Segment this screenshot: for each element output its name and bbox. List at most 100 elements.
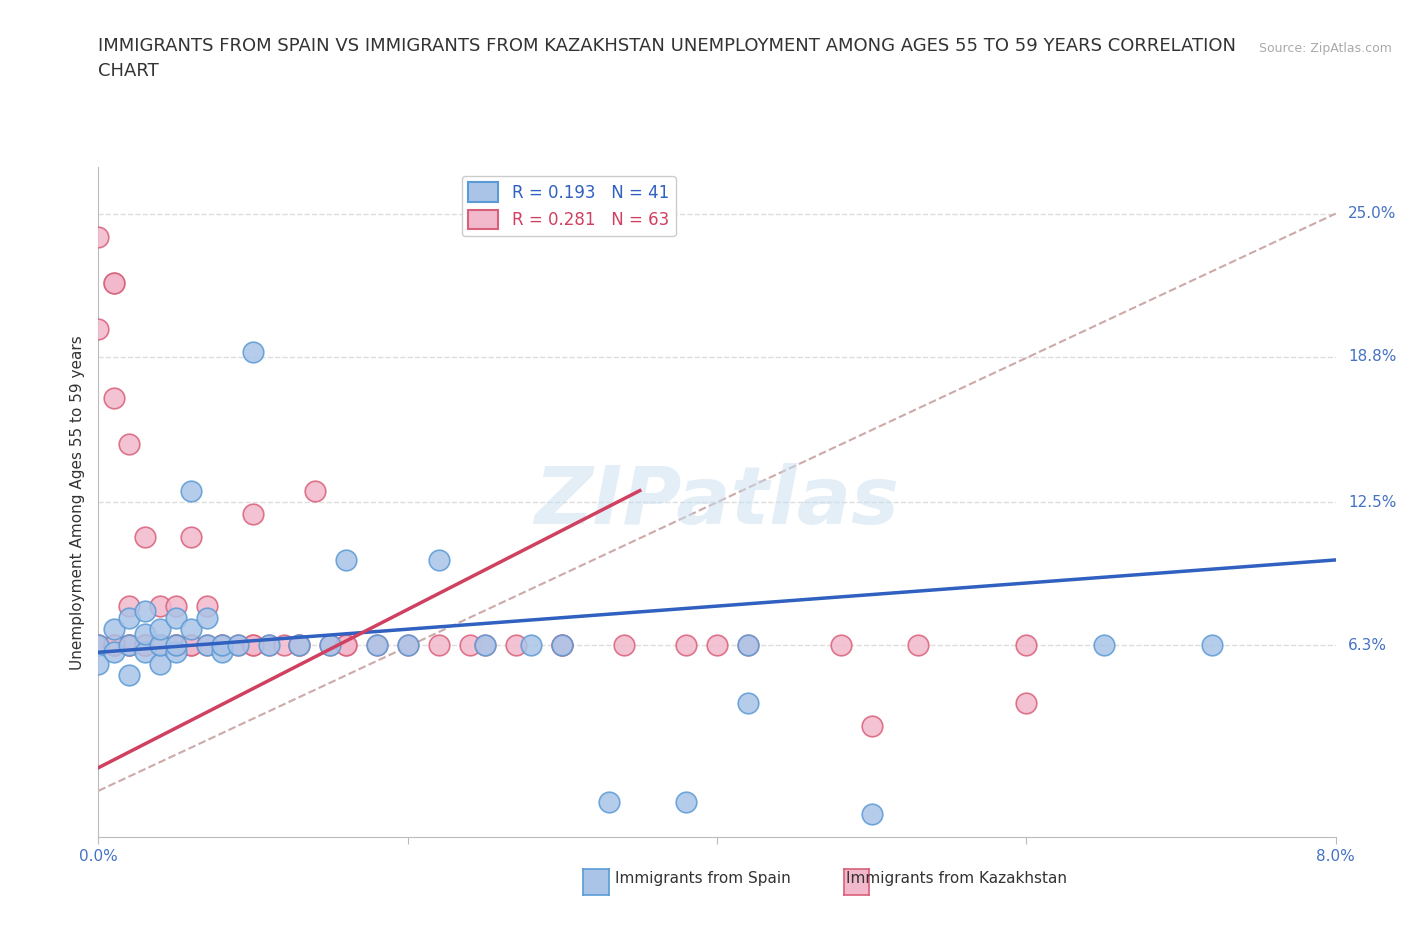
Point: [242, 638, 264, 653]
Point: [87, 322, 110, 337]
Point: [180, 622, 202, 637]
Point: [458, 638, 481, 653]
Point: [335, 638, 357, 653]
Point: [366, 638, 388, 653]
Point: [118, 610, 141, 625]
Point: [211, 638, 233, 653]
Point: [830, 638, 852, 653]
Text: 25.0%: 25.0%: [1348, 206, 1396, 221]
Text: Source: ZipAtlas.com: Source: ZipAtlas.com: [1258, 42, 1392, 55]
Point: [165, 638, 187, 653]
Point: [396, 638, 419, 653]
Point: [427, 638, 450, 653]
Point: [103, 622, 125, 637]
Point: [103, 391, 125, 405]
Point: [288, 638, 311, 653]
Point: [165, 644, 187, 659]
Point: [134, 627, 156, 642]
Point: [118, 638, 141, 653]
Legend: R = 0.193   N = 41, R = 0.281   N = 63: R = 0.193 N = 41, R = 0.281 N = 63: [461, 176, 675, 236]
Point: [226, 638, 249, 653]
Point: [149, 657, 172, 671]
Point: [474, 638, 496, 653]
Point: [474, 638, 496, 653]
Point: [195, 638, 218, 653]
Point: [737, 638, 759, 653]
Point: [195, 638, 218, 653]
Point: [304, 484, 326, 498]
Point: [242, 345, 264, 360]
Point: [257, 638, 280, 653]
Point: [427, 552, 450, 567]
Text: Immigrants from Spain: Immigrants from Spain: [616, 871, 790, 886]
Point: [87, 638, 110, 653]
Point: [675, 795, 697, 810]
Text: IMMIGRANTS FROM SPAIN VS IMMIGRANTS FROM KAZAKHSTAN UNEMPLOYMENT AMONG AGES 55 T: IMMIGRANTS FROM SPAIN VS IMMIGRANTS FROM…: [98, 37, 1236, 80]
Point: [907, 638, 929, 653]
Point: [134, 638, 156, 653]
Point: [319, 638, 342, 653]
Point: [165, 638, 187, 653]
Point: [134, 638, 156, 653]
Point: [1015, 638, 1038, 653]
Point: [505, 638, 527, 653]
Point: [149, 638, 172, 653]
Point: [149, 599, 172, 614]
Point: [860, 806, 883, 821]
Point: [860, 719, 883, 734]
Point: [319, 638, 342, 653]
Point: [520, 638, 543, 653]
Text: 6.3%: 6.3%: [1348, 638, 1388, 653]
Point: [1201, 638, 1223, 653]
Point: [103, 644, 125, 659]
Point: [226, 638, 249, 653]
Point: [195, 610, 218, 625]
Point: [118, 437, 141, 452]
Text: 18.8%: 18.8%: [1348, 350, 1396, 365]
Point: [134, 529, 156, 544]
Point: [180, 484, 202, 498]
Point: [149, 622, 172, 637]
Point: [737, 638, 759, 653]
Point: [1015, 696, 1038, 711]
Point: [180, 638, 202, 653]
Point: [288, 638, 311, 653]
Point: [211, 644, 233, 659]
Point: [103, 275, 125, 290]
Point: [118, 638, 141, 653]
Point: [737, 696, 759, 711]
Point: [551, 638, 574, 653]
Point: [149, 638, 172, 653]
Point: [87, 638, 110, 653]
Point: [165, 610, 187, 625]
Y-axis label: Unemployment Among Ages 55 to 59 years: Unemployment Among Ages 55 to 59 years: [69, 335, 84, 670]
Point: [87, 638, 110, 653]
Text: ZIPatlas: ZIPatlas: [534, 463, 900, 541]
Point: [273, 638, 295, 653]
Point: [165, 599, 187, 614]
Point: [211, 638, 233, 653]
Point: [134, 638, 156, 653]
Point: [103, 638, 125, 653]
Point: [165, 638, 187, 653]
Point: [675, 638, 697, 653]
Point: [335, 552, 357, 567]
Point: [165, 638, 187, 653]
Point: [242, 506, 264, 521]
Point: [706, 638, 728, 653]
Point: [134, 604, 156, 618]
Point: [195, 599, 218, 614]
Point: [288, 638, 311, 653]
Point: [149, 638, 172, 653]
Point: [87, 657, 110, 671]
Point: [551, 638, 574, 653]
Text: 12.5%: 12.5%: [1348, 495, 1396, 510]
Point: [242, 638, 264, 653]
Point: [118, 599, 141, 614]
Point: [366, 638, 388, 653]
Point: [103, 275, 125, 290]
Point: [598, 795, 620, 810]
Point: [335, 638, 357, 653]
Text: Immigrants from Kazakhstan: Immigrants from Kazakhstan: [845, 871, 1067, 886]
Point: [134, 638, 156, 653]
